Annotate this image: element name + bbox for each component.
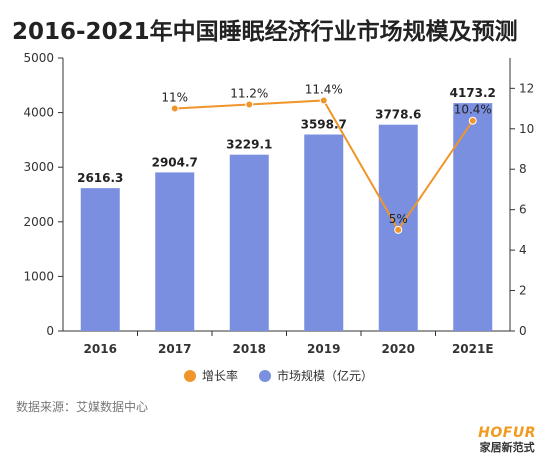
brand-logo-text: HOFUR (478, 425, 536, 441)
left-tick-label: 1000 (23, 269, 54, 283)
right-tick-label: 12 (519, 81, 534, 95)
right-tick-label: 8 (519, 162, 527, 176)
right-tick-label: 0 (519, 324, 527, 338)
growth-value-label: 11.4% (305, 82, 343, 96)
x-tick-labels: 2016 2017 2018 2019 2020 2021E (84, 342, 494, 356)
left-tick-labels: 0 1000 2000 3000 4000 5000 (23, 51, 54, 338)
right-tick-label: 4 (519, 243, 527, 257)
bar-value-label: 2904.7 (152, 155, 198, 169)
growth-line (170, 96, 477, 234)
legend-line-marker (184, 370, 196, 382)
bars (80, 103, 493, 331)
axes (58, 57, 515, 336)
bar-value-label: 2616.3 (77, 171, 123, 185)
source-note: 数据来源：艾媒数据中心 (16, 400, 149, 414)
bar-value-label: 3229.1 (226, 138, 272, 152)
bar (453, 103, 493, 331)
x-tick-label: 2021E (452, 342, 494, 356)
legend-bar-marker (259, 370, 271, 382)
growth-point (170, 104, 179, 113)
x-tick-label: 2019 (307, 342, 340, 356)
growth-value-label: 10.4% (454, 103, 492, 117)
bar (229, 154, 269, 331)
bar-value-label: 4173.2 (450, 86, 496, 100)
bar-value-label: 3778.6 (375, 108, 421, 122)
growth-value-label: 11% (161, 91, 188, 105)
left-tick-label: 3000 (23, 160, 54, 174)
bar (80, 188, 120, 331)
bar (304, 134, 344, 331)
left-tick-label: 2000 (23, 215, 54, 229)
left-tick-label: 5000 (23, 51, 54, 65)
growth-point (245, 100, 254, 109)
growth-value-label: 11.2% (230, 87, 268, 101)
x-tick-label: 2017 (158, 342, 191, 356)
x-tick-label: 2020 (382, 342, 415, 356)
growth-point (319, 96, 328, 105)
left-tick-label: 4000 (23, 106, 54, 120)
growth-value-label: 5% (389, 212, 408, 226)
growth-point (394, 225, 403, 234)
right-tick-label: 10 (519, 122, 534, 136)
brand-logo: HOFUR 家居新范式 (478, 426, 536, 453)
growth-point (468, 116, 477, 125)
right-tick-labels: 0 2 4 6 8 10 12 (519, 81, 534, 338)
right-tick-label: 2 (519, 284, 527, 298)
legend-line-label: 增长率 (202, 368, 238, 383)
bar (155, 172, 195, 331)
x-tick-label: 2018 (233, 342, 266, 356)
legend: 增长率 市场规模（亿元） (184, 368, 373, 383)
legend-bar-label: 市场规模（亿元） (277, 368, 373, 383)
right-tick-label: 6 (519, 203, 527, 217)
brand-name: 家居新范式 (479, 441, 535, 454)
growth-labels: 11% 11.2% 11.4% 5% 10.4% (161, 82, 491, 225)
chart-title: 2016-2021年中国睡眠经济行业市场规模及预测 (12, 19, 518, 45)
x-tick-label: 2016 (84, 342, 117, 356)
left-tick-label: 0 (46, 324, 54, 338)
